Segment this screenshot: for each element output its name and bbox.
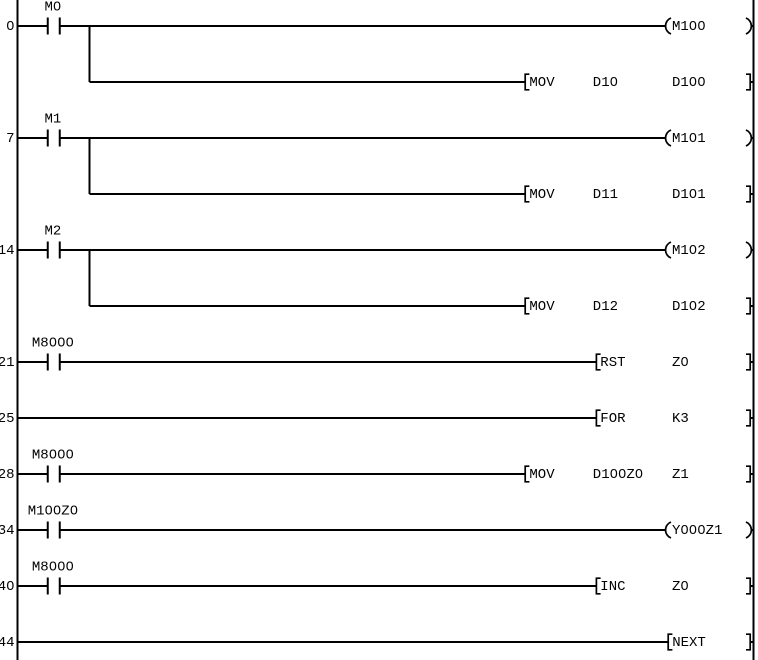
svg-text:M8000: M8000 bbox=[32, 559, 74, 575]
svg-text:Z0: Z0 bbox=[672, 579, 689, 595]
svg-text:NEXT: NEXT bbox=[672, 635, 706, 651]
svg-text:MOV: MOV bbox=[529, 187, 555, 203]
svg-text:D100: D100 bbox=[672, 75, 706, 91]
svg-text:MOV: MOV bbox=[529, 467, 555, 483]
svg-text:MOV: MOV bbox=[529, 299, 555, 315]
svg-text:K3: K3 bbox=[672, 411, 689, 427]
svg-text:D100Z0: D100Z0 bbox=[593, 467, 643, 483]
svg-text:34: 34 bbox=[0, 523, 15, 539]
svg-text:M101: M101 bbox=[672, 131, 706, 147]
svg-text:M8000: M8000 bbox=[32, 447, 74, 463]
svg-text:M2: M2 bbox=[44, 223, 61, 239]
svg-text:MOV: MOV bbox=[529, 75, 555, 91]
svg-text:FOR: FOR bbox=[600, 411, 626, 427]
svg-text:Y000Z1: Y000Z1 bbox=[672, 523, 722, 539]
svg-text:44: 44 bbox=[0, 635, 15, 651]
svg-text:28: 28 bbox=[0, 467, 15, 483]
svg-text:M1: M1 bbox=[44, 111, 61, 127]
svg-text:D102: D102 bbox=[672, 299, 706, 315]
svg-text:D12: D12 bbox=[593, 299, 618, 315]
svg-text:Z0: Z0 bbox=[672, 355, 689, 371]
svg-text:M100Z0: M100Z0 bbox=[28, 503, 78, 519]
svg-text:M8000: M8000 bbox=[32, 335, 74, 351]
svg-text:D101: D101 bbox=[672, 187, 706, 203]
svg-text:40: 40 bbox=[0, 579, 15, 595]
svg-text:21: 21 bbox=[0, 355, 15, 371]
svg-text:0: 0 bbox=[6, 19, 14, 35]
svg-text:25: 25 bbox=[0, 411, 15, 427]
svg-text:14: 14 bbox=[0, 243, 15, 259]
svg-text:M100: M100 bbox=[672, 19, 706, 35]
svg-text:M102: M102 bbox=[672, 243, 706, 259]
svg-text:RST: RST bbox=[600, 355, 625, 371]
svg-text:Z1: Z1 bbox=[672, 467, 689, 483]
svg-text:M0: M0 bbox=[44, 0, 61, 15]
svg-text:INC: INC bbox=[600, 579, 625, 595]
svg-text:D11: D11 bbox=[593, 187, 618, 203]
svg-text:D10: D10 bbox=[593, 75, 618, 91]
svg-text:7: 7 bbox=[6, 131, 14, 147]
